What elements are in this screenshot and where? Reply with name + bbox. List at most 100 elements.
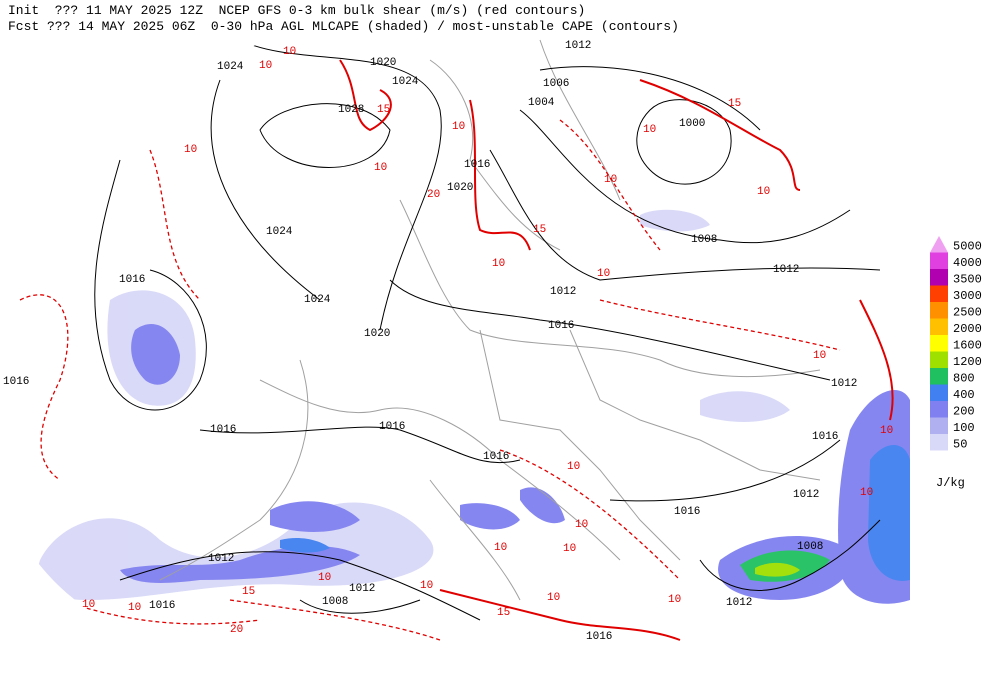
shear-label: 10 xyxy=(597,268,610,280)
legend-label: 5000 xyxy=(953,239,982,253)
shear-label: 10 xyxy=(492,258,505,270)
legend-swatch xyxy=(930,384,948,401)
legend-swatch xyxy=(930,417,948,434)
shear-label: 15 xyxy=(728,98,741,110)
shear-label: 10 xyxy=(547,592,560,604)
shear-label: 10 xyxy=(374,162,387,174)
shear-label: 15 xyxy=(533,224,546,236)
shear-label: 20 xyxy=(427,189,440,201)
shear-label: 10 xyxy=(259,60,272,72)
legend-swatch xyxy=(930,252,948,269)
isobar-label: 1016 xyxy=(379,421,405,433)
isobar-label: 1000 xyxy=(679,118,705,130)
cape-shading xyxy=(37,209,910,604)
isobar-label: 1016 xyxy=(548,320,574,332)
borders xyxy=(159,39,821,601)
legend-label: 200 xyxy=(953,404,975,418)
legend-label: 2500 xyxy=(953,305,982,319)
isobar-label: 1024 xyxy=(304,294,331,306)
isobar-label: 1024 xyxy=(392,76,419,88)
isobar-label: 1020 xyxy=(447,182,473,194)
isobar-label: 1016 xyxy=(812,431,838,443)
legend-swatch xyxy=(930,236,948,253)
isobar-label: 1012 xyxy=(208,553,234,565)
shear-label: 10 xyxy=(563,543,576,555)
map-field xyxy=(19,39,910,641)
isobar-label: 1006 xyxy=(543,78,569,90)
isobar-label: 1008 xyxy=(797,541,823,553)
isobar-label: 1012 xyxy=(349,583,375,595)
shear-label: 10 xyxy=(494,542,507,554)
legend-swatch xyxy=(930,401,948,418)
legend-label: 800 xyxy=(953,371,975,385)
shear-label: 10 xyxy=(757,186,770,198)
legend-label: 4000 xyxy=(953,256,982,270)
isobar-label: 1028 xyxy=(338,104,364,116)
shear-label: 15 xyxy=(242,586,255,598)
shear-label: 10 xyxy=(860,487,873,499)
header-line: Fcst ??? 14 MAY 2025 06Z 0-30 hPa AGL ML… xyxy=(8,19,679,34)
shear-label: 10 xyxy=(567,461,580,473)
shear-label: 10 xyxy=(184,144,197,156)
header-line: Init ??? 11 MAY 2025 12Z NCEP GFS 0-3 km… xyxy=(8,3,585,18)
legend-unit: J/kg xyxy=(936,476,965,490)
isobars xyxy=(94,39,881,621)
isobar-label: 1016 xyxy=(149,600,175,612)
isobar-label: 1004 xyxy=(528,97,555,109)
legend-swatch xyxy=(930,318,948,335)
legend-swatch xyxy=(930,368,948,385)
isobar-label: 1016 xyxy=(119,274,145,286)
shear-label: 10 xyxy=(452,121,465,133)
isobar-label: 1012 xyxy=(793,489,819,501)
legend-label: 1600 xyxy=(953,338,982,352)
shear-label: 10 xyxy=(283,46,296,58)
shear-label: 20 xyxy=(230,624,243,636)
isobar-label: 1012 xyxy=(831,378,857,390)
isobar-label: 1016 xyxy=(3,376,29,388)
shear-label: 10 xyxy=(82,599,95,611)
isobar-label: 1016 xyxy=(586,631,612,643)
shear-label: 10 xyxy=(420,580,433,592)
legend-label: 400 xyxy=(953,388,975,402)
legend: 5000 4000 3500 3000 2500 2000 1600 1200 800 400 20… xyxy=(930,236,982,490)
shear-label: 15 xyxy=(497,607,510,619)
isobar-label: 1008 xyxy=(691,234,717,246)
legend-label: 3500 xyxy=(953,272,982,286)
isobar-label: 1012 xyxy=(726,597,752,609)
isobar-label: 1016 xyxy=(210,424,236,436)
isobar-label: 1024 xyxy=(266,226,293,238)
shear-label: 10 xyxy=(575,519,588,531)
isobar-label: 1016 xyxy=(674,506,700,518)
isobar-label: 1016 xyxy=(483,451,509,463)
legend-label: 50 xyxy=(953,437,967,451)
legend-label: 3000 xyxy=(953,289,982,303)
legend-swatch xyxy=(930,351,948,368)
isobar-label: 1016 xyxy=(464,159,490,171)
isobar-label: 1012 xyxy=(773,264,799,276)
legend-swatch xyxy=(930,302,948,319)
shear-label: 15 xyxy=(377,104,390,116)
legend-label: 100 xyxy=(953,421,975,435)
isobar-label: 1024 xyxy=(217,61,244,73)
shear-label: 10 xyxy=(604,174,617,186)
legend-swatch xyxy=(930,335,948,352)
isobar-label: 1012 xyxy=(550,286,576,298)
isobar-label: 1020 xyxy=(370,57,396,69)
shear-label: 10 xyxy=(880,425,893,437)
shear-label: 10 xyxy=(318,572,331,584)
legend-label: 2000 xyxy=(953,322,982,336)
legend-swatch xyxy=(930,285,948,302)
shear-label: 10 xyxy=(128,602,141,614)
shear-label: 10 xyxy=(643,124,656,136)
legend-label: 1200 xyxy=(953,355,982,369)
isobar-label: 1008 xyxy=(322,596,348,608)
shear-label: 10 xyxy=(813,350,826,362)
isobar-label: 1012 xyxy=(565,40,591,52)
legend-swatch xyxy=(930,434,948,451)
isobar-label: 1020 xyxy=(364,328,390,340)
shear-label: 10 xyxy=(668,594,681,606)
legend-swatch xyxy=(930,269,948,286)
